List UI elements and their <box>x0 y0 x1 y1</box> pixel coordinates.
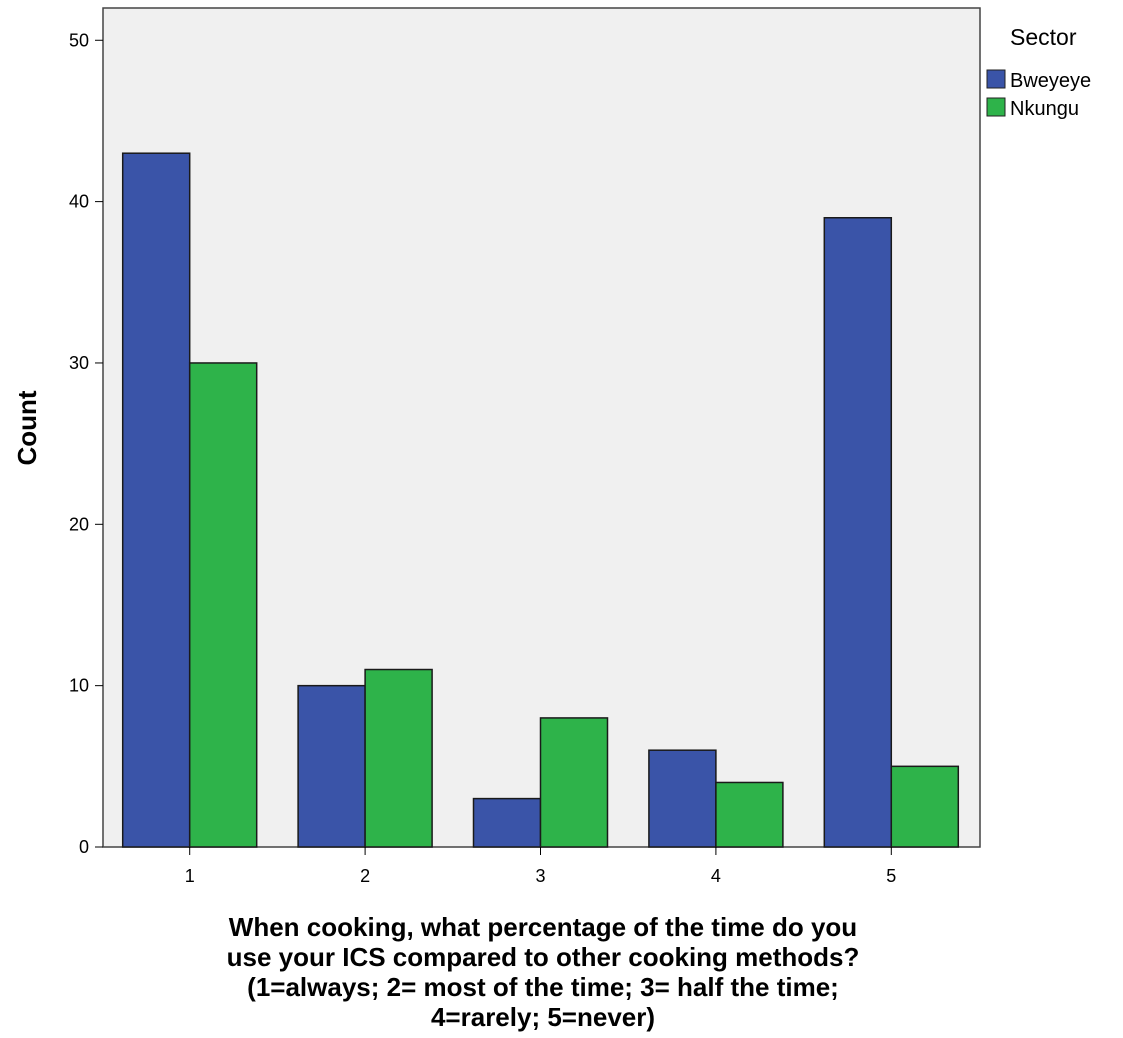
y-tick-label: 20 <box>69 514 89 534</box>
legend-label-bweyeye: Bweyeye <box>1010 70 1091 92</box>
bar-nkungu-2 <box>364 668 433 848</box>
y-tick-label: 30 <box>69 353 89 373</box>
legend-title: Sector <box>1010 24 1077 50</box>
y-axis-label: Count <box>12 390 42 465</box>
y-axis: 0 10 20 30 40 50 <box>69 30 103 857</box>
x-axis: 1 2 3 4 5 <box>185 847 896 886</box>
x-axis-label-line-2: use your ICS compared to other cooking m… <box>227 942 860 972</box>
bar-nkungu-1 <box>188 362 258 848</box>
legend-swatch-nkungu <box>986 97 1006 117</box>
y-tick-label: 40 <box>69 192 89 212</box>
bar-nkungu-5 <box>890 765 960 848</box>
bar-bweyeye-4 <box>648 749 717 848</box>
x-axis-label: When cooking, what percentage of the tim… <box>227 912 860 1032</box>
bar-bweyeye-5 <box>823 217 893 848</box>
x-tick-label: 4 <box>711 866 721 886</box>
x-tick-label: 1 <box>185 866 195 886</box>
bar-bweyeye-3 <box>472 797 542 848</box>
bar-bweyeye-1 <box>121 152 191 848</box>
x-axis-label-line-1: When cooking, what percentage of the tim… <box>229 912 857 942</box>
legend-label-nkungu: Nkungu <box>1010 98 1079 120</box>
bar-bweyeye-2 <box>297 684 366 848</box>
x-axis-label-line-3: (1=always; 2= most of the time; 3= half … <box>247 972 839 1002</box>
x-tick-label: 5 <box>886 866 896 886</box>
legend-swatch-bweyeye <box>986 69 1006 89</box>
bar-nkungu-4 <box>715 781 784 848</box>
x-tick-label: 2 <box>360 866 370 886</box>
bar-nkungu-3 <box>539 717 609 848</box>
legend: Sector Bweyeye Nkungu <box>986 24 1091 120</box>
y-tick-label: 50 <box>69 30 89 50</box>
x-tick-label: 3 <box>535 866 545 886</box>
bars-group <box>121 152 960 848</box>
y-tick-label: 0 <box>79 837 89 857</box>
y-tick-label: 10 <box>69 676 89 696</box>
x-axis-label-line-4: 4=rarely; 5=never) <box>431 1002 655 1032</box>
